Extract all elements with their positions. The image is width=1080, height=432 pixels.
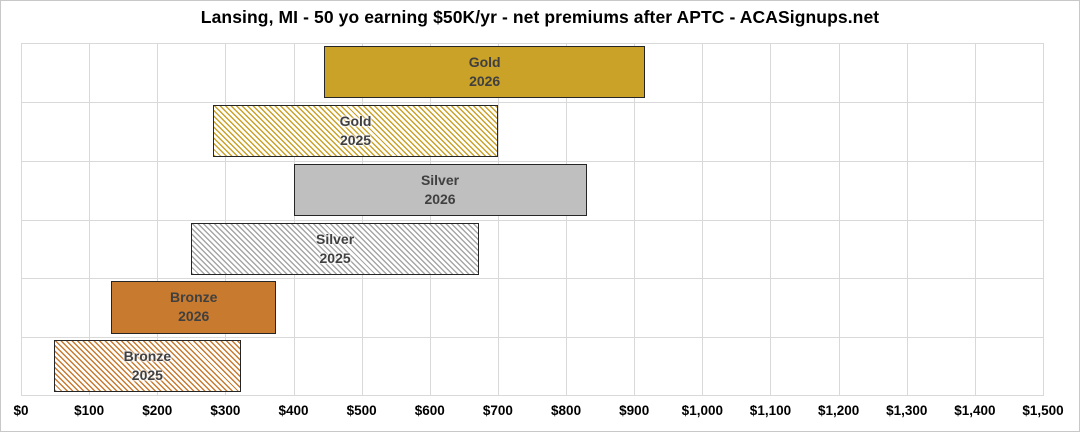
bar-label-bronze-2026-line1: Bronze <box>169 289 218 306</box>
x-tick-label-300: $300 <box>210 403 241 418</box>
x-tick-label-1500: $1,500 <box>1022 403 1064 418</box>
bar-silver-2026: Silver 2026 <box>293 163 587 216</box>
x-tick-label-600: $600 <box>414 403 445 418</box>
horizontal-gridline <box>21 160 1043 162</box>
horizontal-gridline <box>21 43 1043 44</box>
bar-label-bronze-2026-line2: 2026 <box>178 308 210 325</box>
bar-bronze-2026: Bronze 2026 <box>110 281 277 334</box>
bar-gold-2026: Gold 2026 <box>324 46 646 99</box>
horizontal-gridline <box>21 337 1043 339</box>
x-tick-label-800: $800 <box>551 403 582 418</box>
bar-label-gold-2026-line2: 2026 <box>469 73 501 90</box>
x-tick-label-1400: $1,400 <box>954 403 996 418</box>
x-tick-label-900: $900 <box>619 403 650 418</box>
horizontal-gridline <box>21 395 1043 396</box>
x-tick-label-0: $0 <box>13 403 29 418</box>
x-tick-label-1100: $1,100 <box>749 403 792 418</box>
x-tick-label-1300: $1,300 <box>886 403 928 418</box>
horizontal-gridline <box>21 101 1043 103</box>
bar-label-gold-2026-line1: Gold <box>468 54 501 71</box>
x-tick-label-100: $100 <box>74 403 105 418</box>
bar-label-silver-2026-line2: 2026 <box>424 190 456 207</box>
horizontal-gridline <box>21 219 1043 221</box>
horizontal-gridline <box>21 278 1043 280</box>
x-tick-label-1000: $1,000 <box>681 403 723 418</box>
x-tick-label-1200: $1,200 <box>817 403 860 418</box>
bar-bronze-2025: Bronze 2025 <box>53 340 242 393</box>
bar-label-bronze-2025-line1: Bronze <box>123 348 172 365</box>
bar-label-gold-2025-line1: Gold <box>339 112 372 129</box>
bar-label-silver-2025-line1: Silver <box>316 230 355 247</box>
bar-gold-2025: Gold 2025 <box>213 104 498 158</box>
x-tick-label-200: $200 <box>142 403 173 418</box>
x-tick-label-400: $400 <box>278 403 309 418</box>
vertical-gridline <box>1043 43 1044 396</box>
plot-area: Gold 2026 Gold 2025 Silver 2026 Silver 2025 Bron… <box>21 43 1044 396</box>
bar-label-silver-2026-line1: Silver <box>420 171 460 188</box>
chart-title: Lansing, MI - 50 yo earning $50K/yr - ne… <box>200 7 880 27</box>
x-axis: $0 $100 $200 $300 $400 $500 $600 $700 $800 $900 $1… <box>13 400 1063 426</box>
x-tick-label-500: $500 <box>346 403 377 418</box>
bar-label-bronze-2025-line2: 2025 <box>131 367 163 384</box>
bar-label-silver-2025-line2: 2025 <box>319 249 351 266</box>
bar-silver-2025: Silver 2025 <box>191 222 479 275</box>
x-tick-label-700: $700 <box>482 403 513 418</box>
bar-label-gold-2025-line2: 2025 <box>339 131 372 148</box>
